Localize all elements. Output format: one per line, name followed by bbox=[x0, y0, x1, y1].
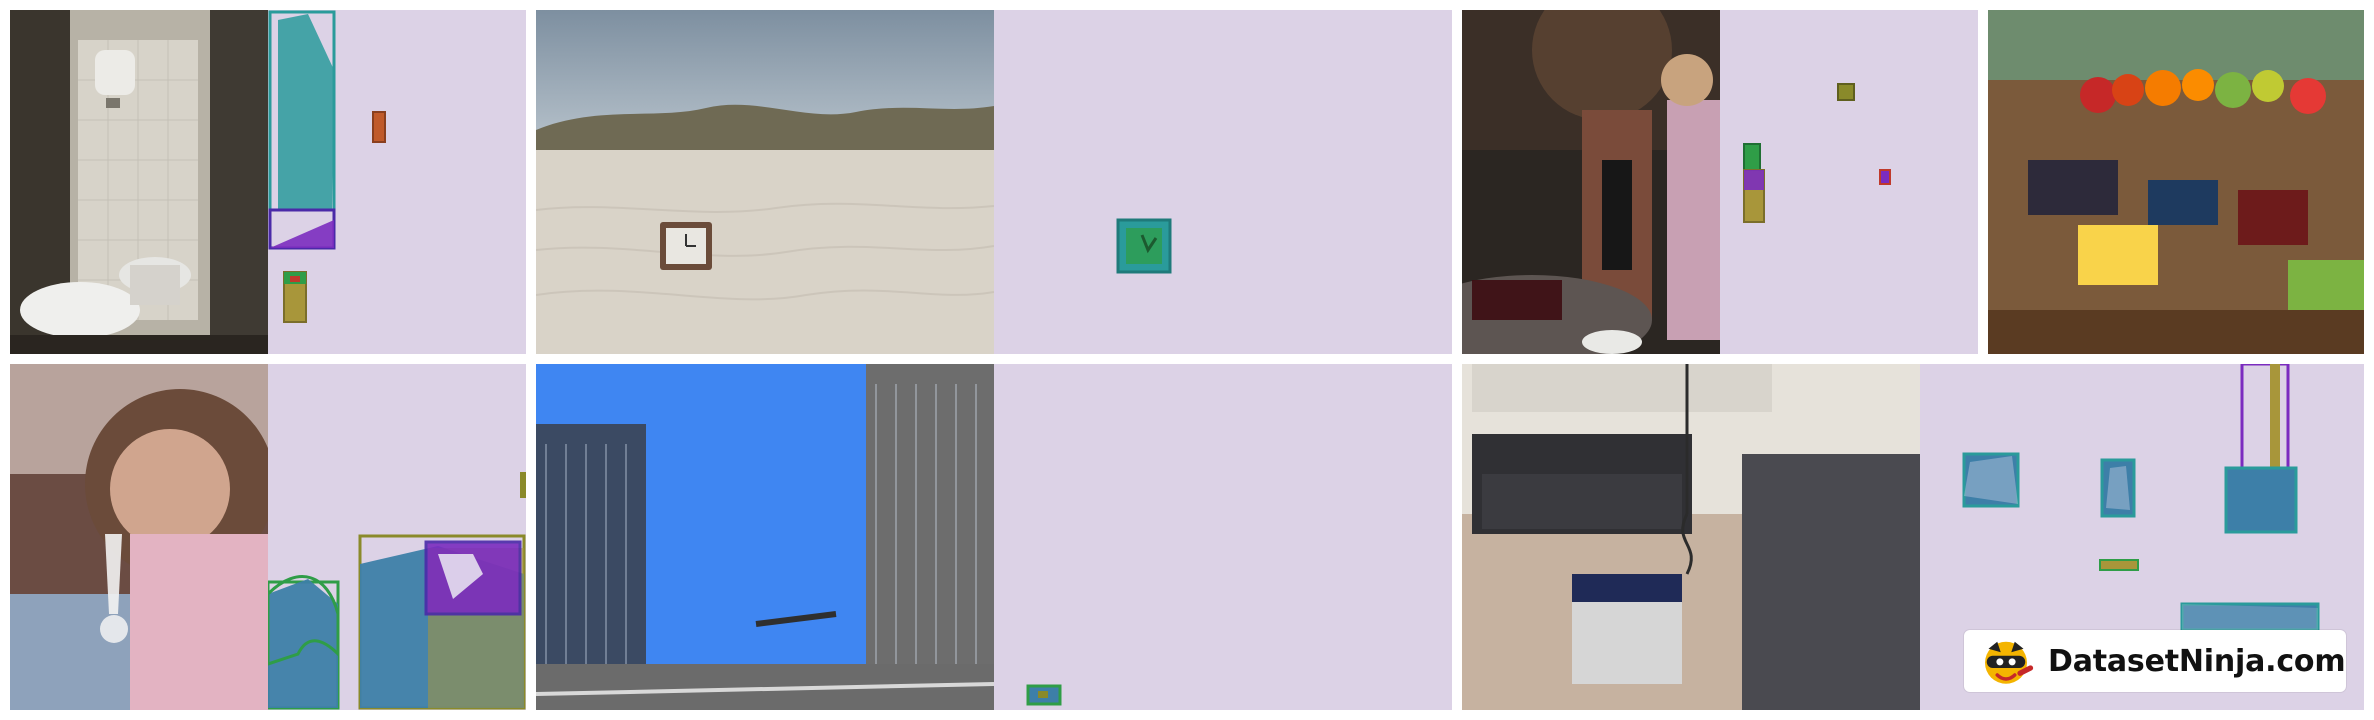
city-street-photo-art bbox=[536, 364, 994, 710]
beach-clock-mask-art bbox=[1116, 218, 1172, 274]
mask-woman-wineglass bbox=[268, 364, 526, 710]
wine-tasting-photo-art bbox=[1462, 10, 1720, 354]
beach-clock-photo-art bbox=[536, 10, 994, 354]
photo-beach-clock bbox=[536, 10, 994, 354]
woman-wineglass-photo-art bbox=[10, 364, 268, 710]
ninja-cat-logo-icon bbox=[1985, 641, 2034, 684]
photo-city-street bbox=[536, 364, 994, 710]
bathroom-mask-art bbox=[268, 10, 386, 323]
watermark-text: DatasetNinja.com bbox=[2048, 643, 2346, 679]
photo-fruit-market bbox=[1988, 10, 2364, 354]
bathroom-photo-art bbox=[10, 10, 268, 354]
living-room-photo-art bbox=[1462, 364, 1920, 710]
mask-living-room: DatasetNinja.com bbox=[1920, 364, 2364, 710]
photo-living-room bbox=[1462, 364, 1920, 710]
woman-wineglass-mask-art bbox=[268, 472, 526, 710]
photo-wine-tasting bbox=[1462, 10, 1720, 354]
city-street-mask-art bbox=[1026, 684, 1062, 706]
fruit-market-photo-art bbox=[1988, 10, 2364, 354]
mask-bathroom bbox=[268, 10, 526, 354]
mask-beach-clock bbox=[994, 10, 1452, 354]
living-room-mask-art bbox=[1962, 364, 2320, 632]
wine-tasting-mask-art bbox=[1743, 83, 1891, 223]
photo-bathroom bbox=[10, 10, 268, 354]
mask-wine-tasting bbox=[1720, 10, 1978, 354]
photo-woman-wineglass bbox=[10, 364, 268, 710]
dataset-ninja-watermark: DatasetNinja.com bbox=[1964, 630, 2346, 692]
mask-city-street bbox=[994, 364, 1452, 710]
